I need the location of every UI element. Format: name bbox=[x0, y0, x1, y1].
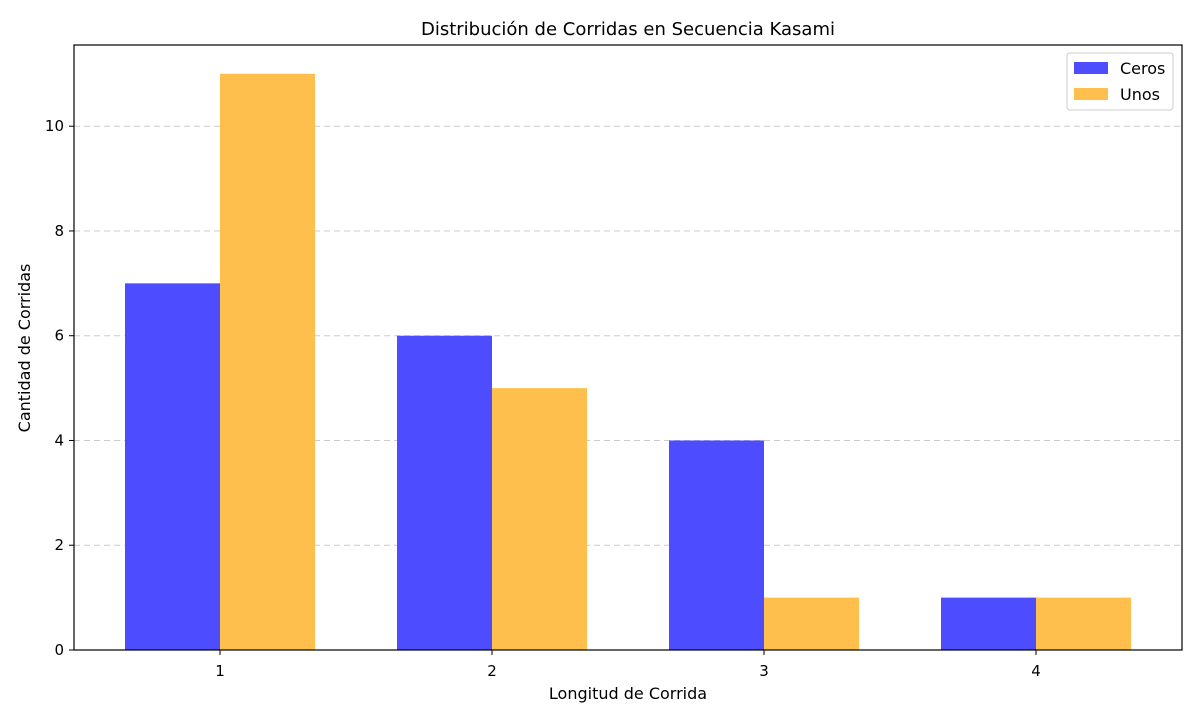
x-tick-label: 2 bbox=[487, 662, 497, 680]
y-tick-label: 6 bbox=[54, 327, 64, 345]
bar-ceros-1 bbox=[125, 283, 220, 650]
chart-title: Distribución de Corridas en Secuencia Ka… bbox=[421, 19, 835, 40]
legend-swatch-unos bbox=[1074, 88, 1108, 100]
legend-label-unos: Unos bbox=[1120, 85, 1160, 104]
x-tick-label: 4 bbox=[1031, 662, 1041, 680]
legend-swatch-ceros bbox=[1074, 62, 1108, 74]
bars bbox=[125, 73, 1131, 651]
bar-ceros-2 bbox=[397, 335, 492, 650]
y-axis-label: Cantidad de Corridas bbox=[15, 264, 34, 433]
y-tick-label: 8 bbox=[54, 222, 64, 240]
y-tick-label: 10 bbox=[45, 117, 64, 135]
bar-unos-2 bbox=[492, 388, 587, 650]
legend-label-ceros: Ceros bbox=[1120, 59, 1165, 78]
x-tick-label: 1 bbox=[215, 662, 225, 680]
x-axis-label: Longitud de Corrida bbox=[549, 684, 707, 703]
x-tick-label: 3 bbox=[759, 662, 769, 680]
y-axis-ticks: 0 2 4 6 8 10 bbox=[45, 117, 74, 659]
bar-ceros-4 bbox=[941, 597, 1036, 650]
y-tick-label: 4 bbox=[54, 431, 64, 449]
y-tick-label: 0 bbox=[54, 641, 64, 659]
bar-unos-1 bbox=[220, 73, 315, 651]
legend: Ceros Unos bbox=[1066, 52, 1174, 111]
y-tick-label: 2 bbox=[54, 536, 64, 554]
bar-unos-3 bbox=[764, 597, 859, 650]
x-axis-ticks: 1 2 3 4 bbox=[215, 650, 1041, 680]
plot-frame bbox=[73, 44, 1183, 651]
bar-ceros-3 bbox=[669, 440, 764, 650]
bar-unos-4 bbox=[1036, 597, 1131, 650]
